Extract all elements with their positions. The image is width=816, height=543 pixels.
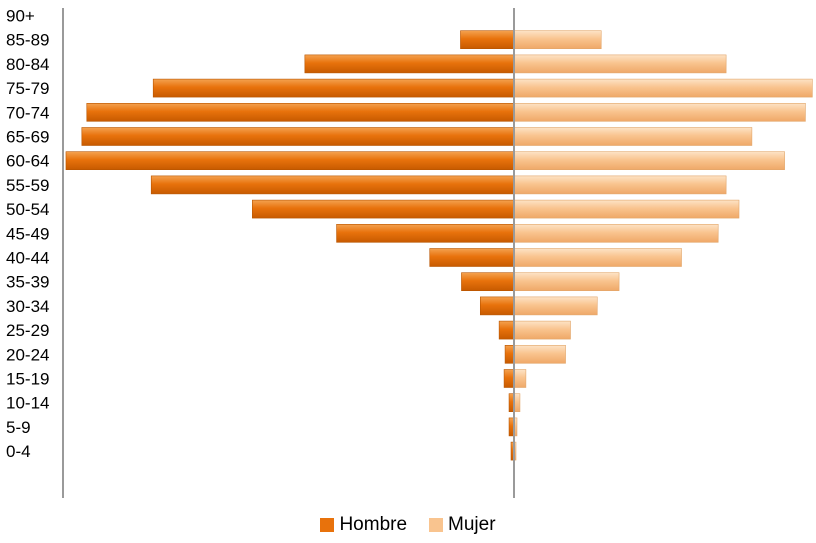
tick-label-0-4: 0-4 <box>6 442 31 461</box>
bar-mujer-50-54 <box>513 199 740 219</box>
legend-item-mujer: Mujer <box>429 514 496 536</box>
legend-label-hombre: Hombre <box>339 514 408 535</box>
tick-label-20-24: 20-24 <box>6 345 49 364</box>
tick-label-45-49: 45-49 <box>6 224 49 243</box>
tick-label-65-69: 65-69 <box>6 128 49 147</box>
bar-mujer-30-34 <box>513 296 598 316</box>
tick-label-10-14: 10-14 <box>6 394 49 413</box>
tick-label-35-39: 35-39 <box>6 273 49 292</box>
tick-label-90plus: 90+ <box>6 7 35 26</box>
bar-hombre-25-29 <box>498 320 515 340</box>
tick-label-70-74: 70-74 <box>6 103 49 122</box>
tick-label-25-29: 25-29 <box>6 321 49 340</box>
legend-label-mujer: Mujer <box>448 514 496 535</box>
bar-hombre-85-89 <box>460 30 515 50</box>
bar-hombre-70-74 <box>86 103 515 122</box>
tick-label-75-79: 75-79 <box>6 79 49 98</box>
bar-hombre-20-24 <box>504 344 515 364</box>
tick-label-30-34: 30-34 <box>6 297 49 316</box>
bar-mujer-65-69 <box>513 127 753 146</box>
bar-hombre-60-64 <box>65 151 515 170</box>
legend: Hombre Mujer <box>0 514 816 536</box>
bar-hombre-30-34 <box>479 296 515 316</box>
bar-mujer-85-89 <box>513 30 602 50</box>
bar-mujer-25-29 <box>513 320 571 340</box>
tick-label-60-64: 60-64 <box>6 152 49 171</box>
tick-label-50-54: 50-54 <box>6 200 49 219</box>
legend-swatch-mujer <box>429 518 444 532</box>
legend-item-hombre: Hombre <box>320 514 407 536</box>
bar-mujer-70-74 <box>513 103 806 122</box>
bar-hombre-50-54 <box>252 199 515 219</box>
bar-mujer-20-24 <box>513 344 566 364</box>
bar-hombre-15-19 <box>503 369 515 388</box>
bar-mujer-75-79 <box>513 78 813 98</box>
bar-mujer-35-39 <box>513 272 620 292</box>
bar-hombre-80-84 <box>304 54 515 74</box>
bar-mujer-15-19 <box>513 369 527 388</box>
tick-label-80-84: 80-84 <box>6 55 49 74</box>
tick-label-55-59: 55-59 <box>6 176 49 195</box>
bar-mujer-40-44 <box>513 248 682 267</box>
bar-hombre-45-49 <box>336 224 515 243</box>
tick-label-40-44: 40-44 <box>6 249 49 268</box>
tick-label-15-19: 15-19 <box>6 370 49 389</box>
bar-hombre-55-59 <box>150 175 515 195</box>
bar-mujer-80-84 <box>513 54 727 74</box>
bar-hombre-40-44 <box>429 248 515 267</box>
bar-hombre-75-79 <box>152 78 515 98</box>
bar-hombre-65-69 <box>81 127 515 146</box>
bar-mujer-55-59 <box>513 175 727 195</box>
tick-label-5-9: 5-9 <box>6 418 31 437</box>
legend-swatch-hombre <box>320 518 335 532</box>
bar-mujer-45-49 <box>513 224 719 243</box>
bar-hombre-35-39 <box>461 272 515 292</box>
tick-label-85-89: 85-89 <box>6 31 49 50</box>
population-pyramid-chart: 90+ 85-89 80-84 75-79 70-74 65-69 60-64 55-59 50… <box>6 7 813 498</box>
bar-mujer-60-64 <box>513 151 785 170</box>
